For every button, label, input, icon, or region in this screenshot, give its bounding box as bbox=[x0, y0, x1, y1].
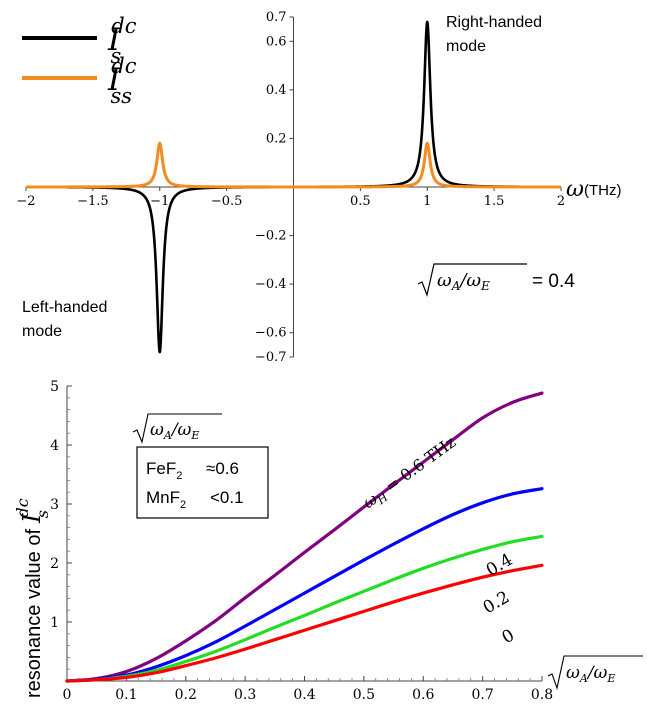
x-tick-label: 0.5 bbox=[353, 687, 375, 703]
material-row-fef2: FeF2 ≈0.6 bbox=[146, 459, 239, 482]
y-tick-label: −0.4 bbox=[255, 277, 287, 292]
series-purple-line bbox=[65, 391, 544, 683]
series-group-bottom bbox=[65, 391, 544, 683]
material-mnf2-base: MnF bbox=[146, 488, 180, 507]
y-tick-label: 1 bbox=[50, 615, 59, 631]
x-tick-label: 0.3 bbox=[234, 687, 256, 703]
annotation-right-mode-2: mode bbox=[446, 38, 486, 55]
series-red-line bbox=[65, 563, 544, 683]
x-axis-symbol: ω bbox=[566, 177, 584, 202]
legend-is-base: I bbox=[107, 22, 121, 58]
legend-label-is: Idc s bbox=[107, 14, 137, 68]
y-tick-label: −0.6 bbox=[255, 326, 287, 341]
annotation-left-mode-2: mode bbox=[22, 323, 62, 340]
y-tick-label: 0.4 bbox=[266, 83, 287, 98]
y-tick-label: 3 bbox=[50, 497, 59, 513]
legend-iss-sub: ss bbox=[110, 84, 132, 108]
y-tick-label: −0.7 bbox=[255, 350, 287, 365]
y-tick-label: 2 bbox=[50, 556, 59, 572]
x-tick-label: −1.5 bbox=[77, 194, 109, 209]
annotation-left-mode-1: Left-handed bbox=[22, 299, 107, 316]
x-tick-label: 0.8 bbox=[531, 687, 553, 703]
curve-label-red: 0 bbox=[499, 625, 518, 648]
curve-label-purple-text: ωH = 0.6 THz bbox=[359, 432, 461, 514]
y-axis-label-text: resonance value of Idcs bbox=[13, 498, 52, 698]
x-tick-label: 2 bbox=[557, 194, 565, 209]
y-axis-label-sup: dc bbox=[13, 498, 32, 517]
sqrt-sign-box bbox=[132, 413, 222, 444]
series-blue-line bbox=[65, 487, 544, 683]
x-tick-label: 0 bbox=[63, 687, 72, 703]
sqrt-radicand-box: ωA/ωE bbox=[150, 420, 199, 442]
y-axis-label-words: resonance value of bbox=[23, 529, 45, 698]
material-box: FeF2 ≈0.6 MnF2 <0.1 bbox=[136, 446, 269, 519]
material-fef2-sub: 2 bbox=[176, 470, 182, 482]
series-group bbox=[24, 20, 563, 354]
x-tick-label: 0.5 bbox=[350, 194, 371, 209]
legend-is-sub: s bbox=[110, 44, 121, 68]
x-ticks-bottom: 0 0.1 0.2 0.3 0.4 0.5 0.6 0.7 0.8 bbox=[63, 676, 553, 703]
legend: Idc s Idc ss bbox=[22, 14, 137, 108]
material-mnf2-sub: 2 bbox=[180, 499, 186, 511]
y-tick-label: 0.6 bbox=[266, 34, 287, 49]
x-tick-label: 0.1 bbox=[115, 687, 137, 703]
x-axis-label: ω(THz) bbox=[566, 177, 621, 202]
series-iss-line bbox=[24, 141, 563, 189]
y-tick-label: 4 bbox=[50, 438, 59, 454]
x-ticks: −2 −1.5 −1 −0.5 0.5 1 1.5 2 bbox=[16, 187, 565, 209]
series-green-line bbox=[65, 534, 544, 683]
top-chart: Idc s Idc ss −2 −1.5 −1 −0.5 0.5 1 1.5 2 0.70.60.… bbox=[16, 10, 621, 365]
legend-label-iss: Idc ss bbox=[107, 54, 137, 108]
x-tick-label: 0.4 bbox=[293, 687, 315, 703]
sqrt-sign-x bbox=[547, 655, 643, 690]
x-axis-unit: (THz) bbox=[584, 182, 622, 199]
material-mnf2-value: <0.1 bbox=[210, 488, 244, 507]
annotation-right-mode-1: Right-handed bbox=[446, 14, 542, 31]
x-tick-label: 0.7 bbox=[471, 687, 493, 703]
bottom-chart: 0 0.1 0.2 0.3 0.4 0.5 0.6 0.7 0.8 1 2 3 4 5 resonanc… bbox=[13, 379, 643, 703]
material-box-frame bbox=[136, 446, 269, 519]
y-ticks: 0.7 0.6 0.4 0.2 −0.2 −0.4 −0.6 −0.7 bbox=[255, 10, 294, 365]
legend-iss-sup: dc bbox=[111, 54, 136, 78]
material-fef2-base: FeF bbox=[146, 459, 176, 478]
ratio-value: = 0.4 bbox=[532, 271, 575, 292]
box-title: ωA/ωE bbox=[132, 413, 222, 444]
y-axis-label-symbol: I bbox=[18, 513, 46, 524]
ratio-annotation: ωA/ωE = 0.4 bbox=[417, 263, 575, 298]
x-tick-label: 1.5 bbox=[484, 194, 505, 209]
legend-is-sup: dc bbox=[111, 14, 136, 38]
x-tick-label: −2 bbox=[16, 194, 35, 209]
x-tick-label: 0.6 bbox=[412, 687, 434, 703]
y-tick-label: 0.7 bbox=[266, 10, 287, 25]
x-tick-label: −1 bbox=[150, 194, 169, 209]
y-ticks-bottom: 1 2 3 4 5 bbox=[50, 379, 72, 670]
x-tick-label: −0.5 bbox=[211, 194, 243, 209]
x-tick-label: 1 bbox=[423, 194, 431, 209]
y-tick-label: 0.2 bbox=[266, 131, 287, 146]
sqrt-sign bbox=[417, 263, 527, 298]
y-tick-label: 5 bbox=[50, 379, 59, 395]
y-tick-label: −0.2 bbox=[255, 229, 287, 244]
y-axis-label-sub: s bbox=[33, 510, 52, 518]
legend-iss-base: I bbox=[107, 62, 121, 98]
x-axis-label-bottom: ωA/ωE bbox=[547, 655, 643, 690]
material-fef2-value: ≈0.6 bbox=[206, 459, 239, 478]
y-axis-label-bottom: resonance value of Idcs bbox=[13, 498, 52, 698]
sqrt-radicand-x: ωA/ωE bbox=[566, 663, 615, 685]
material-row-mnf2: MnF2 <0.1 bbox=[146, 488, 244, 511]
x-tick-label: 0.2 bbox=[175, 687, 197, 703]
curve-label-purple: ωH = 0.6 THz bbox=[359, 432, 461, 514]
sqrt-radicand: ωA/ωE bbox=[437, 270, 490, 293]
curve-label-green: 0.2 bbox=[480, 587, 513, 618]
